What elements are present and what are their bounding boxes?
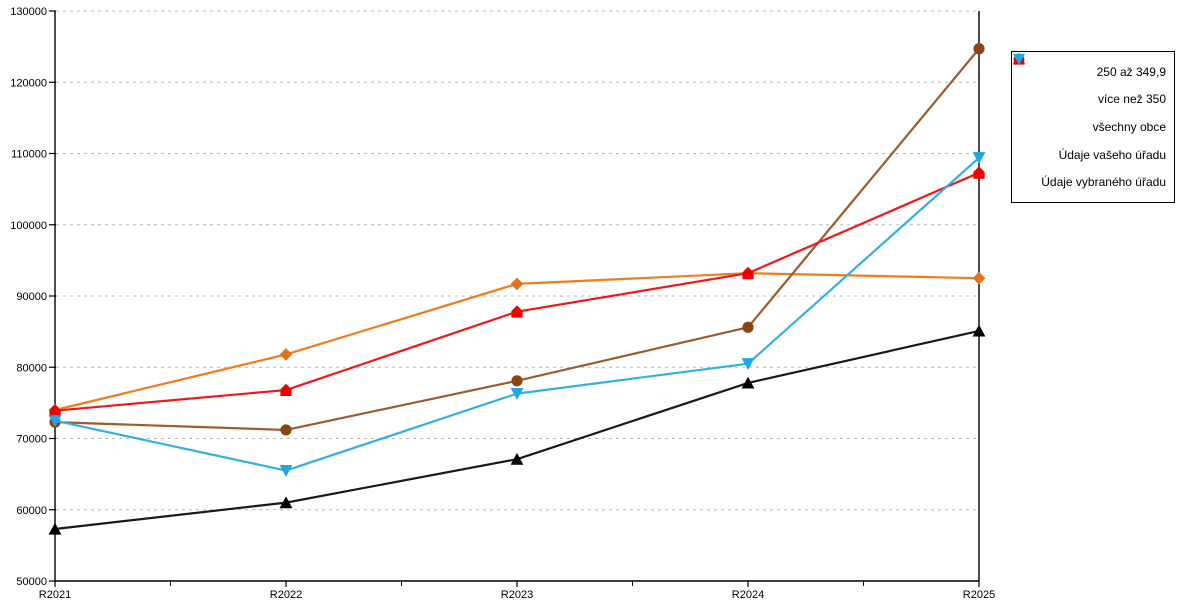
- data-point-marker: [48, 415, 62, 427]
- y-axis-tick-label: 120000: [10, 77, 47, 89]
- legend-item-label: Údaje vašeho úřadu: [1058, 147, 1166, 162]
- x-axis-tick-label: R2023: [501, 589, 533, 600]
- data-point-marker: [280, 424, 292, 436]
- legend-item: více než 350: [1013, 53, 1166, 107]
- x-axis-tick-label: R2025: [963, 589, 995, 600]
- data-point-marker: [972, 152, 986, 165]
- legend-item-label: Údaje vybraného úřadu: [1041, 175, 1166, 190]
- data-point-marker: [279, 348, 293, 361]
- data-point-marker: [510, 388, 524, 400]
- data-point-marker: [972, 324, 986, 337]
- data-point-marker: [973, 166, 985, 179]
- data-point-marker: [280, 383, 292, 397]
- legend-item: 250 až 349,9: [1013, 53, 1166, 79]
- data-point-marker: [279, 464, 293, 477]
- legend-item-label: 250 až 349,9: [1096, 64, 1166, 79]
- data-point-marker: [741, 358, 755, 370]
- y-axis-tick-label: 110000: [11, 149, 47, 161]
- x-axis-tick-label: R2021: [39, 589, 71, 600]
- y-axis-tick-label: 80000: [16, 362, 47, 374]
- y-axis-tick-label: 90000: [16, 291, 47, 303]
- data-point-marker: [973, 43, 985, 55]
- series-line-3: [53, 329, 981, 531]
- data-point-marker: [742, 266, 754, 280]
- data-point-marker: [972, 271, 986, 285]
- legend-item-label: více než 350: [1097, 92, 1166, 107]
- legend-item-label: všechny obce: [1092, 119, 1166, 134]
- y-axis-tick-label: 60000: [16, 505, 47, 517]
- x-axis-tick-label: R2024: [732, 589, 764, 600]
- triangle-down-marker-icon: [1013, 53, 1025, 65]
- data-point-marker: [511, 305, 523, 318]
- data-point-marker: [510, 277, 524, 291]
- data-point-marker: [511, 375, 523, 387]
- data-point-marker: [742, 321, 754, 333]
- y-axis-tick-label: 70000: [16, 434, 47, 446]
- data-point-marker: [48, 522, 62, 535]
- y-axis-tick-label: 130000: [10, 6, 47, 18]
- data-point-marker: [279, 496, 293, 509]
- series-line-2: [53, 47, 981, 432]
- series-line-4: [53, 171, 981, 412]
- data-point-marker: [741, 376, 755, 389]
- legend-item: Údaje vybraného úřadu: [1013, 53, 1166, 190]
- data-point-marker: [510, 452, 524, 465]
- legend-item: všechny obce: [1013, 53, 1166, 134]
- data-point-marker: [49, 404, 61, 417]
- x-axis-tick-label: R2022: [270, 589, 302, 600]
- chart-legend: 250 až 349,9 více než 350 všechny obce Údaj…: [1011, 51, 1175, 203]
- y-axis-tick-label: 100000: [10, 220, 47, 232]
- y-axis-tick-label: 50000: [16, 576, 47, 588]
- legend-item: Údaje vašeho úřadu: [1013, 53, 1166, 162]
